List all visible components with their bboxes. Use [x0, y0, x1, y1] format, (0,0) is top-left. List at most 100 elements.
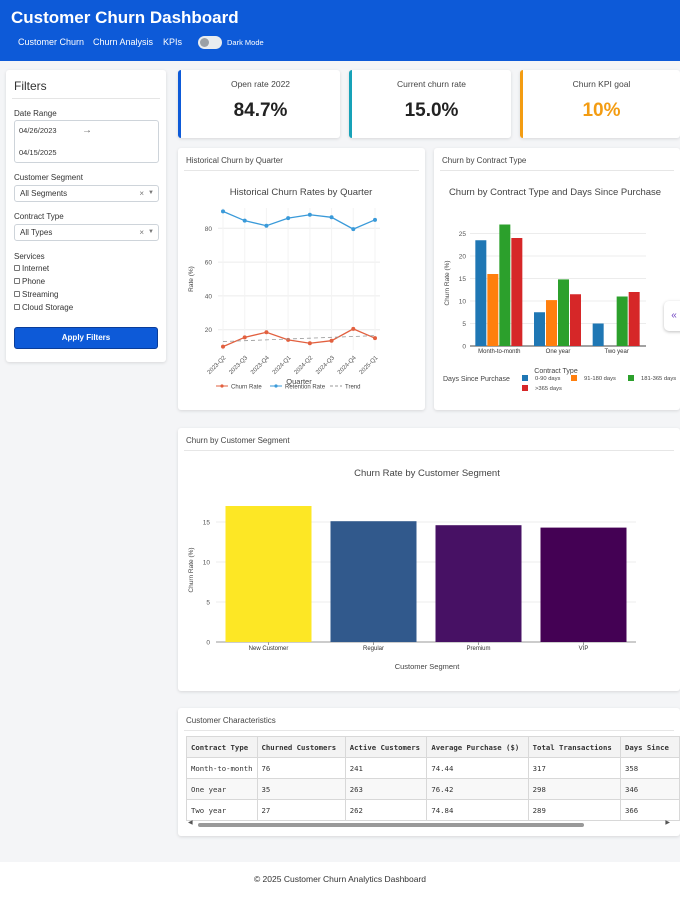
toggle-knob — [200, 38, 209, 47]
data-point — [307, 212, 312, 217]
legend-label: Churn Rate — [231, 385, 262, 391]
divider — [184, 730, 674, 731]
legend-marker — [220, 384, 224, 388]
y-tick-label: 15 — [203, 520, 211, 527]
bar — [558, 279, 569, 346]
legend-label: Retention Rate — [285, 385, 326, 391]
characteristics-table: Contract Type Churned Customers Active C… — [186, 736, 680, 821]
kpi-label: Current churn rate — [397, 79, 466, 89]
x-tick-label: Two year — [604, 349, 628, 355]
kpi-label: Churn KPI goal — [572, 79, 631, 89]
kpi-value: 10% — [582, 100, 621, 121]
x-tick-label: One year — [546, 349, 571, 355]
scroll-right-icon[interactable]: ▶ — [665, 820, 670, 826]
checkbox-icon[interactable] — [14, 291, 20, 297]
kpi-card-churn-rate: Current churn rate 15.0% — [349, 70, 511, 138]
segment-churn-panel: Churn by Customer Segment Churn Rate by … — [178, 428, 680, 691]
data-point — [307, 341, 312, 346]
clear-icon[interactable]: × — [139, 228, 144, 237]
column-header[interactable]: Churned Customers — [256, 736, 346, 758]
checkbox-icon[interactable] — [14, 278, 20, 284]
collapse-panel-icon[interactable]: « — [664, 301, 680, 331]
table-row: Two year 27 262 74.84 289 366 — [186, 799, 680, 821]
dark-mode-toggle[interactable] — [198, 36, 222, 49]
data-point — [351, 227, 356, 232]
scroll-left-icon[interactable]: ◀ — [188, 820, 193, 826]
bar — [546, 300, 557, 346]
nav-customer-churn[interactable]: Customer Churn — [18, 37, 85, 47]
y-tick-label: 60 — [205, 260, 213, 267]
table-cell: Two year — [186, 799, 258, 821]
y-tick-label: 15 — [459, 276, 467, 283]
horizontal-scrollbar[interactable]: ◀ ▶ — [186, 820, 674, 829]
x-tick-label: 2025-Q1 — [359, 355, 380, 376]
chevron-down-icon[interactable]: ▼ — [148, 229, 154, 235]
checkbox-cloud-storage[interactable]: Cloud Storage — [14, 303, 73, 312]
segment-churn-chart: Churn Rate by Customer Segment 0 5 10 15 New … — [188, 468, 636, 671]
chevron-down-icon[interactable]: ▼ — [148, 190, 154, 196]
table-scroll-area[interactable]: Contract Type Churned Customers Active C… — [186, 736, 680, 821]
app-title: Customer Churn Dashboard — [11, 8, 239, 27]
panel-title: Churn by Contract Type — [442, 156, 527, 165]
clear-icon[interactable]: × — [139, 189, 144, 198]
column-header[interactable]: Contract Type — [186, 736, 258, 758]
date-range-picker: 04/26/2023 → 04/15/2025 — [14, 120, 159, 163]
scrollbar-thumb[interactable] — [198, 823, 584, 827]
x-tick-label: 2024-Q3 — [315, 355, 336, 376]
date-range-label: Date Range — [14, 109, 57, 118]
y-tick-label: 0 — [206, 640, 210, 647]
contract-label: Contract Type — [14, 212, 64, 221]
legend-label: Trend — [345, 385, 360, 391]
y-axis-label: Rate (%) — [188, 266, 195, 292]
bar — [534, 312, 545, 346]
kpi-label: Open rate 2022 — [230, 79, 291, 89]
y-tick-label: 40 — [205, 293, 213, 300]
checkbox-icon[interactable] — [14, 265, 20, 271]
data-point — [221, 344, 225, 349]
contract-value: All Types — [20, 228, 53, 237]
y-tick-label: 5 — [462, 321, 466, 328]
filters-sidebar: Filters Date Range 04/26/2023 → 04/15/20… — [6, 70, 166, 362]
arrow-right-icon: → — [82, 125, 92, 136]
start-date-input[interactable]: 04/26/2023 — [19, 126, 57, 135]
y-tick-label: 0 — [462, 344, 466, 351]
x-axis-label: Quarter — [286, 377, 312, 386]
legend-label: 181-365 days — [641, 376, 676, 382]
y-tick-label: 80 — [205, 226, 213, 233]
contract-select[interactable]: All Types × ▼ — [14, 224, 159, 241]
services-label: Services — [14, 252, 45, 261]
checkbox-streaming[interactable]: Streaming — [14, 290, 58, 299]
checkbox-phone[interactable]: Phone — [14, 277, 45, 286]
legend-swatch — [522, 375, 528, 381]
legend-title: Days Since Purchase — [443, 376, 510, 383]
table-cell: 358 — [619, 757, 680, 779]
y-tick-label: 5 — [206, 600, 210, 607]
y-tick-label: 10 — [459, 299, 467, 306]
bar — [540, 527, 627, 642]
column-header[interactable]: Average Purchase ($) — [426, 736, 529, 758]
panel-title: Customer Characteristics — [186, 716, 276, 725]
end-date-input[interactable]: 04/15/2025 — [19, 148, 57, 157]
column-header[interactable]: Total Transactions — [527, 736, 621, 758]
column-header[interactable]: Active Customers — [344, 736, 428, 758]
legend-swatch — [571, 375, 577, 381]
data-point — [286, 216, 291, 221]
x-axis-label: Contract Type — [534, 368, 578, 375]
segment-select[interactable]: All Segments × ▼ — [14, 185, 159, 202]
table-cell: 298 — [527, 778, 621, 800]
legend-label: >365 days — [535, 386, 562, 392]
y-tick-label: 25 — [459, 231, 467, 238]
table-cell: Month-to-month — [186, 757, 258, 779]
checkbox-label: Internet — [22, 264, 50, 273]
nav-kpis[interactable]: KPIs — [163, 37, 183, 47]
checkbox-icon[interactable] — [14, 304, 20, 310]
legend-label: 0-90 days — [535, 376, 561, 382]
checkbox-internet[interactable]: Internet — [14, 264, 49, 273]
divider — [184, 450, 674, 451]
data-point — [264, 330, 269, 335]
y-tick-label: 20 — [459, 254, 467, 261]
apply-filters-button[interactable]: Apply Filters — [14, 327, 158, 349]
nav-churn-analysis[interactable]: Churn Analysis — [93, 37, 154, 47]
table-cell: 289 — [527, 799, 621, 821]
column-header[interactable]: Days Since — [619, 736, 680, 758]
